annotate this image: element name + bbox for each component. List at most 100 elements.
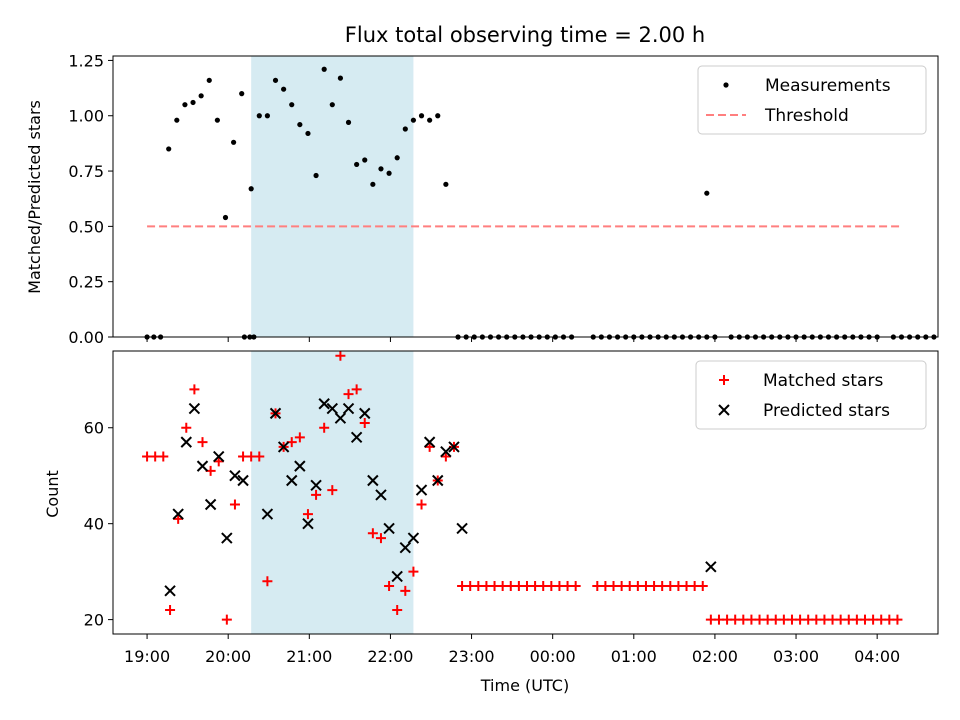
measurement-point xyxy=(174,117,180,123)
x-tick-label: 04:00 xyxy=(854,647,900,666)
measurement-point xyxy=(256,113,262,119)
measurement-point xyxy=(281,86,287,92)
measurement-point xyxy=(378,166,384,172)
measurement-point xyxy=(272,77,279,83)
predicted-star-point xyxy=(221,532,233,544)
predicted-star-point xyxy=(196,460,209,472)
predicted-star-point xyxy=(440,446,452,458)
measurement-point xyxy=(394,155,400,161)
matched-star-point xyxy=(302,509,313,520)
top-axes-frame xyxy=(112,55,939,338)
matched-star-point xyxy=(570,581,581,592)
measurement-point xyxy=(410,117,417,123)
x-tick-label: 02:00 xyxy=(692,647,738,666)
predicted-star-point xyxy=(180,436,192,448)
measurement-point xyxy=(370,181,376,187)
matched-star-point xyxy=(229,499,240,510)
predicted-star-point xyxy=(705,561,717,573)
measurement-point xyxy=(248,186,254,192)
bottom-legend-label: Predicted stars xyxy=(763,401,890,421)
matched-star-point xyxy=(416,499,427,510)
predicted-star-point xyxy=(261,508,274,520)
matched-legend-marker xyxy=(719,375,729,385)
predicted-star-point xyxy=(383,522,395,535)
top-observing-span xyxy=(251,56,414,337)
top-panel: 0.00 0.25 0.50 0.75 1.00 1.25 Measurements Thre… xyxy=(68,51,939,347)
top-y-tick-label: 1.00 xyxy=(68,107,104,126)
predicted-star-point xyxy=(391,570,403,583)
top-y-tick-label: 0.00 xyxy=(68,328,104,347)
top-y-axis-label: Matched/Predicted stars xyxy=(25,100,44,294)
matched-star-point xyxy=(319,422,330,433)
top-y-tick-label: 0.50 xyxy=(68,217,104,236)
bottom-y-tick-label: 60 xyxy=(84,419,104,438)
bottom-y-tick-label: 20 xyxy=(84,611,104,630)
bottom-legend-label: Matched stars xyxy=(763,371,883,391)
predicted-star-point xyxy=(302,517,314,530)
bottom-y-tick-label: 40 xyxy=(84,515,104,534)
predicted-star-point xyxy=(407,532,420,544)
measurement-point xyxy=(402,126,408,132)
predicted-star-point xyxy=(188,402,201,415)
measurement-point xyxy=(362,157,368,163)
measurement-point xyxy=(182,102,188,108)
measurement-point xyxy=(198,93,204,99)
predicted-star-point xyxy=(229,470,241,482)
matched-star-point xyxy=(173,513,184,524)
x-tick-label: 23:00 xyxy=(448,647,494,666)
measurement-point xyxy=(329,102,335,108)
matched-star-point xyxy=(311,489,322,500)
chart-title: Flux total observing time = 2.00 h xyxy=(345,23,705,47)
measurement-point xyxy=(190,99,196,106)
measurement-point xyxy=(704,190,710,196)
matched-star-point xyxy=(351,384,362,395)
predicted-star-point xyxy=(172,508,184,520)
predicted-star-point xyxy=(359,407,371,420)
measurement-point xyxy=(239,91,245,97)
matched-star-point xyxy=(294,432,305,443)
measurement-point xyxy=(289,102,295,108)
measurement-point xyxy=(427,117,433,123)
predicted-star-point xyxy=(375,489,387,501)
matched-star-point xyxy=(189,384,200,395)
measurement-point xyxy=(305,130,311,137)
predicted-star-point xyxy=(432,474,444,487)
matched-star-point xyxy=(392,605,403,616)
measurement-point xyxy=(214,117,220,123)
predicted-star-point xyxy=(415,484,428,496)
predicted-star-point xyxy=(294,460,306,472)
measurement-point xyxy=(166,146,172,152)
x-axis-label: Time (UTC) xyxy=(480,676,569,695)
x-tick-label: 22:00 xyxy=(367,647,413,666)
matched-star-point xyxy=(359,417,370,428)
matched-star-point xyxy=(384,581,395,592)
matched-star-point xyxy=(440,451,451,462)
matched-star-point xyxy=(400,585,411,596)
measurement-point xyxy=(230,139,237,145)
matched-star-point xyxy=(158,451,169,462)
predicted-legend-marker xyxy=(718,404,730,416)
predicted-star-point xyxy=(423,436,436,448)
matched-star-point xyxy=(221,614,232,625)
measurement-point xyxy=(418,113,425,119)
matched-star-point xyxy=(697,581,708,592)
bottom-axes-frame xyxy=(112,350,939,635)
predicted-star-point xyxy=(399,541,412,554)
predicted-star-point xyxy=(286,474,298,487)
measurement-point xyxy=(206,77,212,83)
matched-star-point xyxy=(424,441,435,452)
predicted-star-point xyxy=(213,450,225,463)
top-legend-label: Threshold xyxy=(764,106,849,126)
x-tick-label: 19:00 xyxy=(124,647,170,666)
matched-star-point xyxy=(254,451,265,462)
measurement-point xyxy=(386,170,392,176)
matched-star-point xyxy=(181,422,192,433)
predicted-star-point xyxy=(326,402,339,415)
predicted-star-point xyxy=(237,474,249,487)
matched-star-point xyxy=(197,437,208,448)
predicted-star-point xyxy=(342,402,355,415)
predicted-star-point xyxy=(310,479,322,492)
top-y-tick-label: 0.75 xyxy=(68,162,104,181)
matched-star-point xyxy=(327,485,338,496)
